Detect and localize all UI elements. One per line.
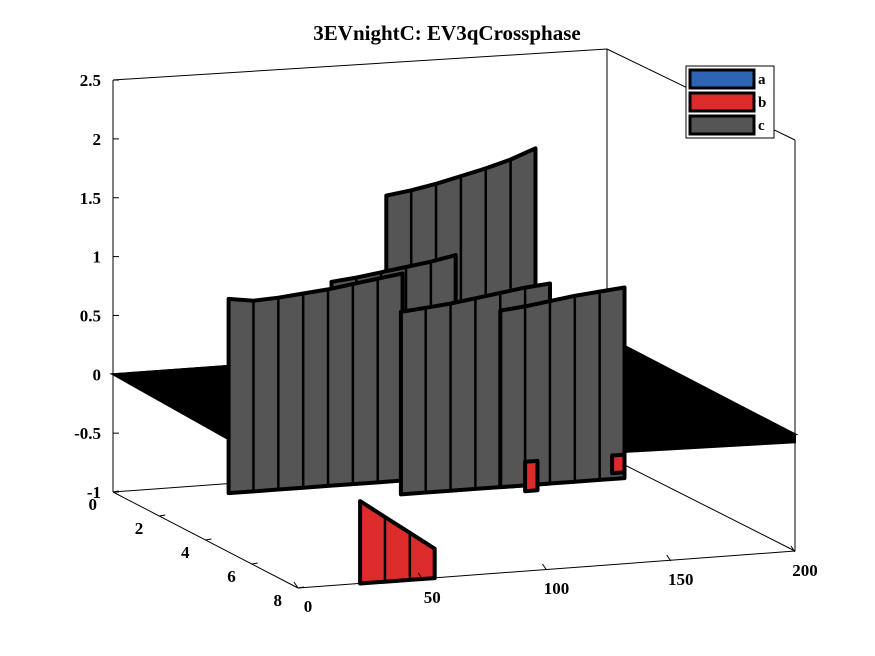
box-floor-right: [606, 455, 796, 552]
x-tick-label: 200: [792, 561, 818, 580]
legend[interactable]: a b c: [685, 65, 775, 139]
z-tick-label: -0.5: [74, 424, 101, 443]
chart-title: 3EVnightC: EV3qCrossphase: [313, 21, 580, 45]
legend-swatch-b: [688, 91, 756, 113]
panel-b-5: [358, 499, 437, 586]
x-tick-label: 100: [544, 579, 570, 598]
y-tick-mark: [112, 490, 120, 493]
surface-panels: [226, 146, 627, 586]
x-tick-mark: [790, 545, 796, 553]
panel-b-6: [523, 458, 540, 494]
y-tick-mark: [297, 586, 305, 589]
z-tick-label: 1.5: [80, 189, 101, 208]
y-tick-label: 8: [274, 591, 283, 610]
panel-face: [498, 285, 627, 490]
y-tick-label: 0: [89, 495, 98, 514]
legend-label-c: c: [758, 118, 765, 134]
x-tick-mark: [666, 554, 672, 562]
panel-face: [523, 458, 540, 494]
panel-face: [358, 499, 437, 586]
x-tick-label: 0: [304, 597, 313, 616]
x-tick-mark: [417, 572, 423, 580]
y-tick-label: 4: [181, 543, 190, 562]
y-tick-label: 6: [227, 567, 236, 586]
y-tick-mark: [159, 514, 166, 517]
axis-ticks: -1 -0.5 0 0.5 1 1.5 2 2.5 0 50 100 150 200 0 2 4 6 8: [74, 71, 818, 616]
panel-face: [610, 452, 627, 476]
legend-label-a: a: [758, 72, 766, 88]
x-tick-mark: [293, 581, 299, 589]
box-back-top: [112, 48, 608, 81]
panel-c-0: [226, 271, 405, 496]
z-tick-label: 1: [93, 248, 102, 267]
panel-c-4: [498, 285, 627, 490]
z-tick-label: 0: [93, 365, 102, 384]
z-tick-label: 2: [93, 130, 102, 149]
z-tick-label: -1: [87, 483, 101, 502]
x-tick-label: 50: [424, 588, 441, 607]
y-tick-mark: [251, 562, 258, 565]
legend-label-b: b: [758, 95, 766, 111]
x-tick-label: 150: [668, 570, 694, 589]
z-tick-label: 0.5: [80, 306, 101, 325]
panel-b-7: [610, 452, 627, 476]
z-tick-label: 2.5: [80, 71, 101, 90]
legend-swatch-c: [688, 114, 756, 136]
legend-swatch-a: [688, 68, 756, 90]
y-tick-label: 2: [135, 519, 144, 538]
x-tick-mark: [542, 563, 547, 571]
y-tick-mark: [205, 538, 212, 541]
